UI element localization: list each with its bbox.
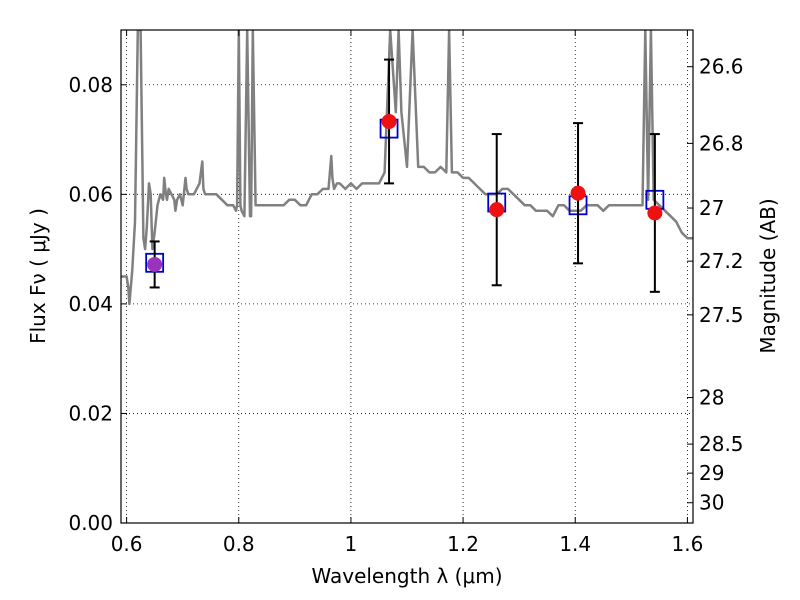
x-tick-label: 0.6 [111, 532, 143, 556]
x-tick-label: 0.8 [223, 532, 255, 556]
y2-tick-label: 30 [699, 491, 724, 515]
y2-tick-label: 27 [699, 196, 724, 220]
y-tick-label: 0.08 [68, 73, 113, 97]
observed-flux-point [647, 205, 663, 221]
y2-tick-label: 28.5 [699, 432, 744, 456]
x-tick-label: 1 [345, 532, 358, 556]
model-spectrum-line [121, 30, 693, 306]
plot-background [121, 30, 693, 523]
y2-tick-label: 26.8 [699, 131, 744, 155]
y-tick-label: 0.02 [68, 401, 113, 425]
x-axis-title: Wavelength λ (μm) [311, 564, 502, 588]
series-layer [121, 30, 693, 306]
plot-frame [120, 29, 694, 524]
photometry-point [568, 122, 588, 265]
ticks-layer: 0.6 0.8 1 1.2 1.4 1.6 0.00 0.02 0.04 0.06 0.08 26.6… [68, 30, 744, 556]
observed-flux-point [381, 113, 397, 129]
observed-flux-point [147, 256, 163, 272]
y-axis-title: Flux Fν ( μJy ) [26, 208, 50, 344]
y2-axis-title: Magnitude (AB) [756, 198, 780, 353]
x-tick-label: 1.2 [447, 532, 479, 556]
observed-flux-point [489, 202, 505, 218]
y2-tick-label: 28 [699, 386, 724, 410]
photometry-point [645, 133, 665, 293]
photometry-point [487, 133, 507, 287]
marker-layer [145, 58, 665, 293]
y-tick-label: 0.00 [68, 511, 113, 535]
y2-tick-label: 27.2 [699, 249, 744, 273]
x-tick-label: 1.4 [559, 532, 591, 556]
y2-tick-label: 29 [699, 461, 724, 485]
y-tick-label: 0.06 [68, 182, 113, 206]
photometry-point [145, 240, 165, 289]
x-tick-label: 1.6 [671, 532, 703, 556]
y2-tick-label: 27.5 [699, 303, 744, 327]
observed-flux-point [570, 185, 586, 201]
y2-tick-label: 26.6 [699, 55, 744, 79]
y-tick-label: 0.04 [68, 292, 113, 316]
photometry-point [379, 58, 399, 185]
